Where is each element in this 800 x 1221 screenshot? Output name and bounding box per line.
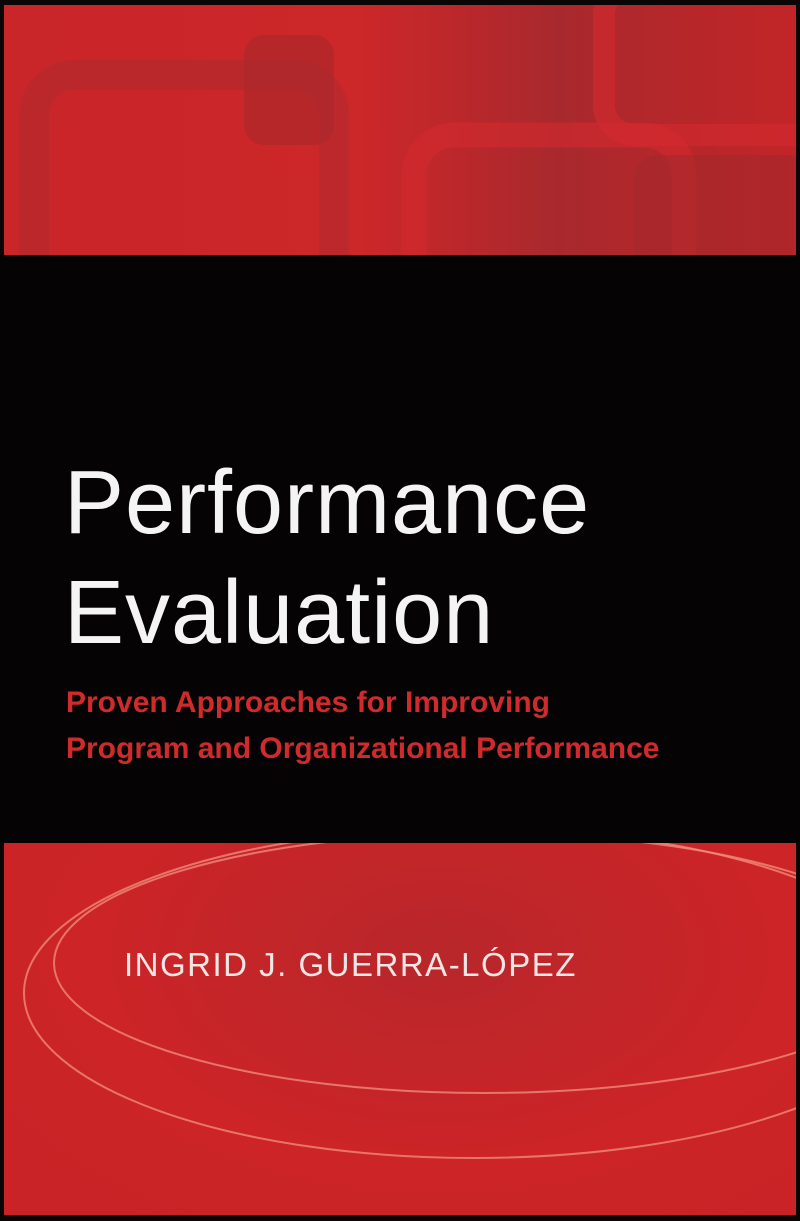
- subtitle-line2: Program and Organizational Performance: [66, 732, 660, 765]
- book-title-line1: Performance: [64, 453, 591, 553]
- bottom-red-panel: [4, 843, 796, 1215]
- subtitle-line1: Proven Approaches for Improving: [66, 686, 550, 719]
- black-title-band: [0, 255, 800, 843]
- orbit-lines-graphic: [23, 843, 796, 1159]
- book-title-line2: Evaluation: [64, 563, 495, 663]
- top-red-panel: [4, 5, 796, 255]
- author-name: INGRID J. GUERRA-LÓPEZ: [124, 946, 577, 983]
- abstract-shapes-graphic: [19, 5, 796, 255]
